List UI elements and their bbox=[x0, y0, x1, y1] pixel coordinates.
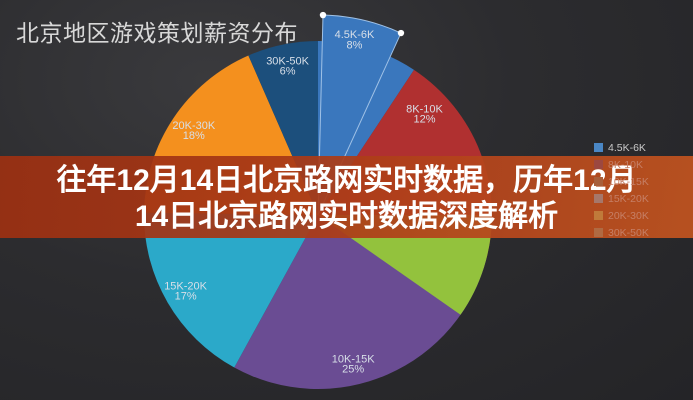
svg-text:25%: 25% bbox=[342, 363, 364, 375]
svg-text:8%: 8% bbox=[347, 40, 363, 52]
svg-text:6%: 6% bbox=[280, 66, 296, 78]
svg-text:17%: 17% bbox=[175, 291, 197, 303]
svg-text:18%: 18% bbox=[183, 130, 205, 142]
svg-text:12%: 12% bbox=[413, 114, 435, 126]
